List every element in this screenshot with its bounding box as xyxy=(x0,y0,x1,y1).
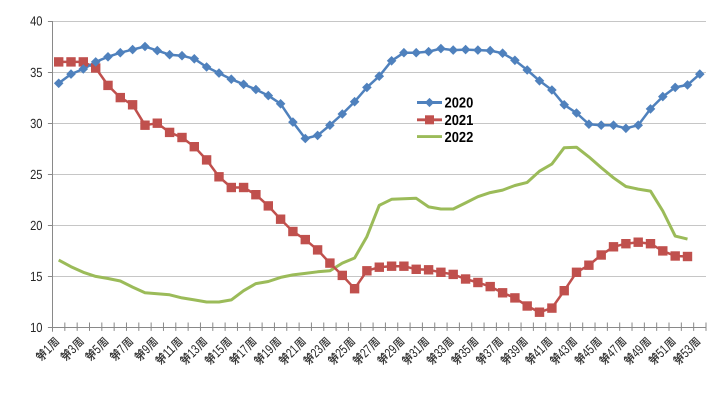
svg-text:40: 40 xyxy=(30,14,42,29)
svg-text:35: 35 xyxy=(30,65,42,80)
svg-text:2020: 2020 xyxy=(445,96,474,112)
svg-text:2021: 2021 xyxy=(445,113,474,129)
svg-text:2022: 2022 xyxy=(445,130,474,146)
svg-text:30: 30 xyxy=(30,116,42,131)
svg-text:20: 20 xyxy=(30,218,42,233)
svg-text:25: 25 xyxy=(30,167,42,182)
svg-text:15: 15 xyxy=(30,269,42,284)
svg-text:10: 10 xyxy=(30,320,42,335)
